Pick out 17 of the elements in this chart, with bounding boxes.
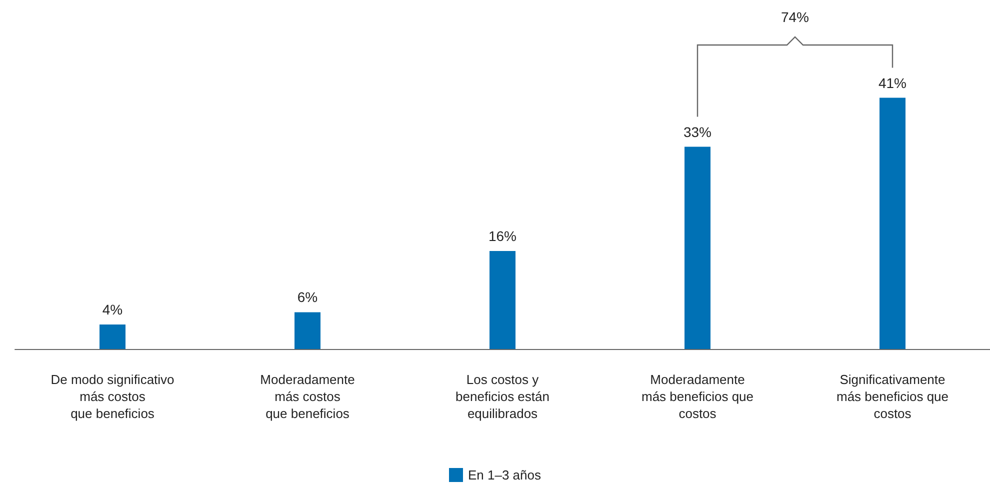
x-tick-label: Moderadamente más costos que beneficios bbox=[260, 372, 355, 421]
bar bbox=[490, 250, 516, 349]
data-label: 33% bbox=[683, 124, 712, 140]
legend-label: En 1–3 años bbox=[468, 468, 542, 482]
bar bbox=[684, 146, 710, 349]
data-label: 16% bbox=[488, 228, 517, 244]
x-tick-label: Significativamente más beneficios que costos bbox=[836, 372, 949, 421]
x-tick-label: De modo significativo más costos que beneficios bbox=[50, 372, 174, 421]
data-label: 41% bbox=[878, 74, 907, 91]
bar bbox=[100, 324, 126, 349]
text: 74% bbox=[780, 9, 810, 25]
bar bbox=[294, 312, 320, 349]
x-tick-label: Moderadamente más beneficios que costos bbox=[641, 372, 754, 421]
bar bbox=[880, 98, 906, 349]
data-label: 4% bbox=[102, 301, 123, 318]
data-label: 6% bbox=[297, 289, 318, 306]
x-tick-label: Los costos y beneficios están equilibrados bbox=[456, 372, 550, 421]
